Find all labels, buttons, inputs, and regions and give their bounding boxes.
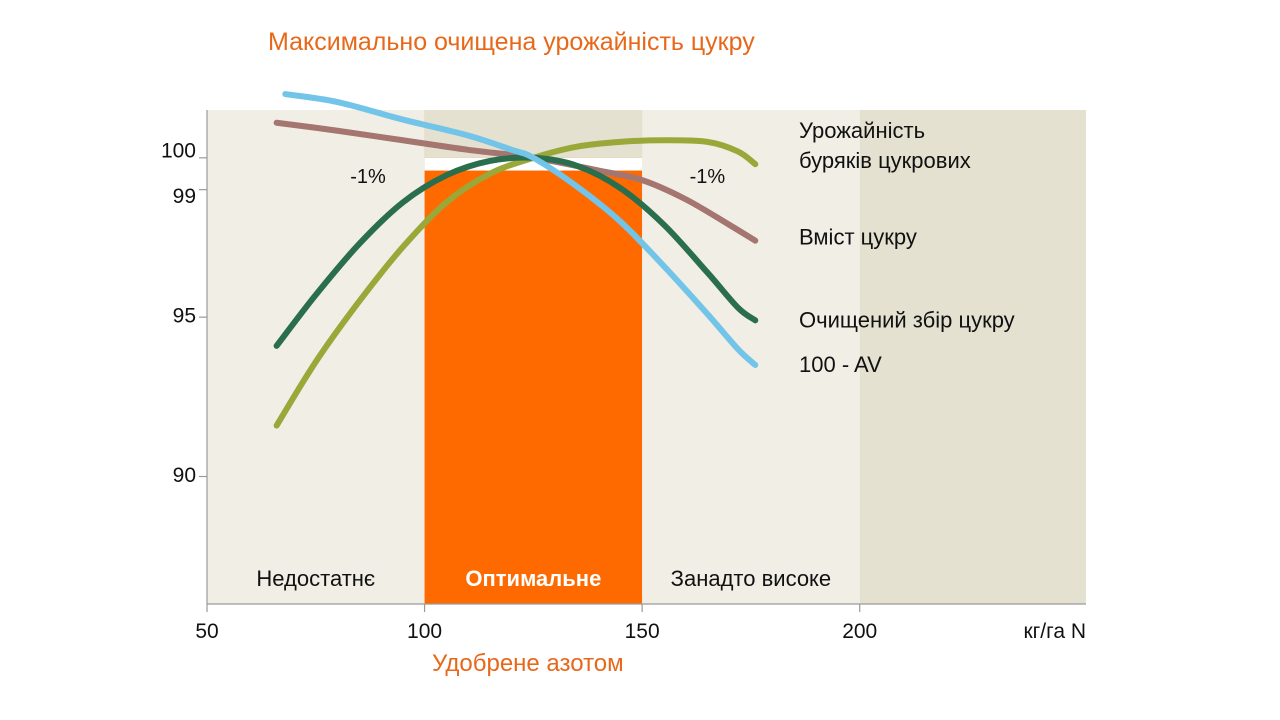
legend-label: буряків цукрових bbox=[799, 148, 971, 173]
percent-annotation: -1% bbox=[350, 166, 386, 188]
zone-label: Оптимальне bbox=[465, 566, 601, 591]
x-tick-label: 50 bbox=[195, 620, 218, 643]
x-unit-label: кг/га N bbox=[1023, 620, 1086, 643]
x-tick-label: 100 bbox=[407, 620, 442, 643]
legend-label: Урожайність bbox=[799, 118, 925, 143]
hundred-minus-av-line bbox=[282, 91, 759, 368]
percent-annotation: -1% bbox=[690, 166, 726, 188]
x-axis-label: Удобрене азотом bbox=[432, 650, 624, 677]
legend-label: Вміст цукру bbox=[799, 224, 917, 249]
x-tick-label: 150 bbox=[625, 620, 660, 643]
y-tick-label: 90 bbox=[173, 464, 196, 487]
legend-label: 100 - AV bbox=[799, 352, 882, 377]
zone-band-3 bbox=[859, 110, 1086, 604]
y-tick-label: 100 bbox=[161, 139, 196, 162]
zone-label: Занадто високе bbox=[671, 566, 832, 591]
y-tick-label: 95 bbox=[173, 305, 196, 328]
chart-title: Максимально очищена урожайність цукру bbox=[268, 28, 755, 56]
legend-label: Очищений збір цукру bbox=[799, 307, 1015, 332]
x-tick-label: 200 bbox=[842, 620, 877, 643]
zone-label: Недостатнє bbox=[256, 566, 375, 591]
y-tick-label: 99 bbox=[173, 185, 196, 208]
